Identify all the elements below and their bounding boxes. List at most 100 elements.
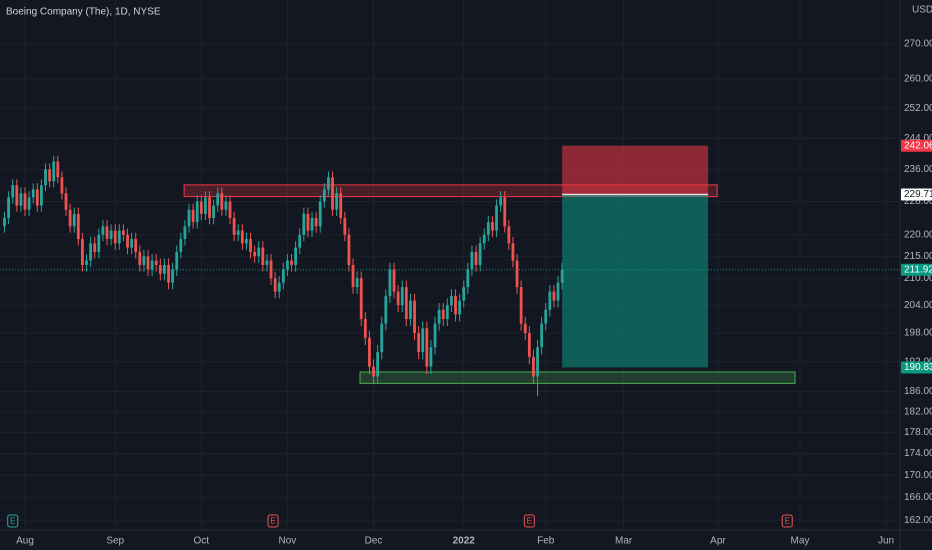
candle-body <box>552 291 556 301</box>
candle-body <box>523 323 527 334</box>
x-tick-label: May <box>791 536 810 547</box>
candle-body <box>109 230 113 240</box>
candle-body <box>441 309 445 320</box>
earnings-marker <box>781 514 793 528</box>
y-tick-label: 236.00 <box>904 164 932 175</box>
y-tick-label: 166.00 <box>904 492 932 503</box>
candle-body <box>216 193 220 206</box>
earnings-label: E <box>785 517 790 526</box>
candle-body <box>158 264 162 274</box>
candle-body <box>376 352 380 377</box>
candle-body <box>363 319 367 338</box>
candle-body <box>281 269 285 283</box>
candle-body <box>105 226 109 240</box>
candle-body <box>400 287 404 306</box>
candle-body <box>204 197 207 214</box>
y-tick-label: 178.00 <box>904 427 932 438</box>
candle-body <box>261 247 265 265</box>
candle-body <box>195 201 199 223</box>
candle-body <box>343 218 347 235</box>
candle-body <box>372 366 375 377</box>
y-tick-label: 270.00 <box>904 38 932 49</box>
candle-body <box>507 226 511 244</box>
candle-body <box>556 282 560 301</box>
candle-body <box>302 213 306 235</box>
candle-body <box>392 269 396 292</box>
x-tick-label: Nov <box>279 536 297 547</box>
candle-body <box>240 230 244 244</box>
candle-body <box>491 222 494 231</box>
x-tick-label: Jun <box>878 536 894 547</box>
price-label-bg <box>901 263 932 276</box>
x-tick-label: Oct <box>194 536 210 547</box>
candle-body <box>409 300 412 320</box>
candle-body <box>212 205 216 219</box>
candle-body <box>322 189 326 202</box>
candle-body <box>19 193 23 206</box>
y-tick-label: 162.00 <box>904 515 932 526</box>
candle-body <box>327 177 330 190</box>
candle-body <box>72 213 76 227</box>
candle-body <box>396 291 400 306</box>
candle-body <box>81 239 84 265</box>
stop-zone <box>562 145 709 195</box>
candle-body <box>347 234 351 265</box>
candle-body <box>540 323 544 348</box>
candle-body <box>191 209 195 223</box>
candle-body <box>331 177 334 210</box>
chart-title: Boeing Company (The), 1D, NYSE <box>6 7 161 18</box>
candle-body <box>454 296 457 315</box>
candle-body <box>527 333 531 357</box>
price-label-bg <box>901 188 932 201</box>
candle-body <box>290 260 293 265</box>
target-zone <box>562 194 709 368</box>
candle-body <box>40 185 43 206</box>
candle-body <box>445 305 449 320</box>
candle-body <box>11 185 15 198</box>
grid <box>0 0 900 530</box>
candle-body <box>421 328 425 353</box>
candle-body <box>384 296 388 324</box>
x-tick-label: Feb <box>537 536 555 547</box>
currency: USD <box>912 5 932 16</box>
earnings-label: E <box>270 517 275 526</box>
candle-body <box>163 264 166 274</box>
candle-body <box>175 251 179 270</box>
zone <box>183 184 718 198</box>
candle-body <box>388 269 392 297</box>
candle-body <box>273 278 277 292</box>
candle-body <box>130 239 134 248</box>
candle-body <box>35 189 39 206</box>
x-tick-label: Mar <box>615 536 633 547</box>
candle-body <box>23 193 27 210</box>
candle-body <box>208 197 211 219</box>
candle-body <box>277 282 281 292</box>
x-tick-label: Apr <box>710 536 726 547</box>
candle-body <box>3 218 6 227</box>
x-tick-label: Aug <box>16 536 34 547</box>
candle-body <box>458 300 462 315</box>
candle-body <box>466 269 470 288</box>
candle-body <box>368 337 371 367</box>
candle-body <box>478 243 482 265</box>
candle-body <box>224 201 228 210</box>
candle-body <box>146 256 150 270</box>
candle-body <box>236 230 240 235</box>
candle-body <box>89 243 93 261</box>
candle-body <box>433 323 437 348</box>
candle-body <box>318 201 322 227</box>
candle-body <box>27 197 31 210</box>
candle-body <box>470 251 474 270</box>
candle-body <box>265 260 269 265</box>
candle-body <box>355 278 359 288</box>
candle-body <box>437 309 441 324</box>
candle-body <box>495 205 498 231</box>
x-tick-label: Dec <box>365 536 383 547</box>
candle-body <box>417 333 421 353</box>
candle-body <box>450 296 453 306</box>
y-tick-label: 215.00 <box>904 251 932 262</box>
candle-body <box>359 278 363 320</box>
candle-body <box>97 234 101 252</box>
